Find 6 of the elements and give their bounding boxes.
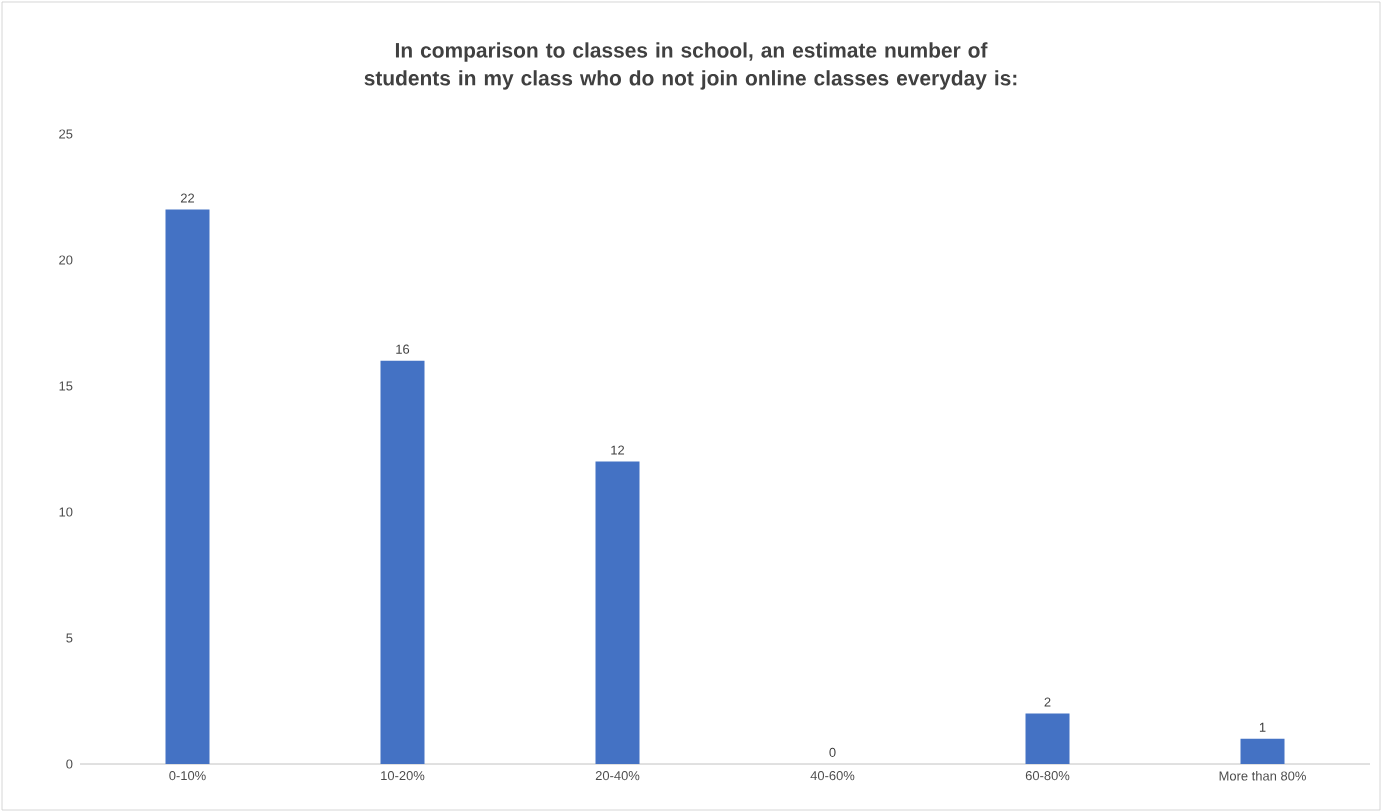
bar [165,209,210,764]
chart-title: In comparison to classes in school, an estimate number of students in my class who do not join online classes everyday is: [364,42,1017,90]
bar [1025,713,1070,764]
bar [595,461,640,764]
bar [1240,738,1285,764]
bar [380,360,425,764]
